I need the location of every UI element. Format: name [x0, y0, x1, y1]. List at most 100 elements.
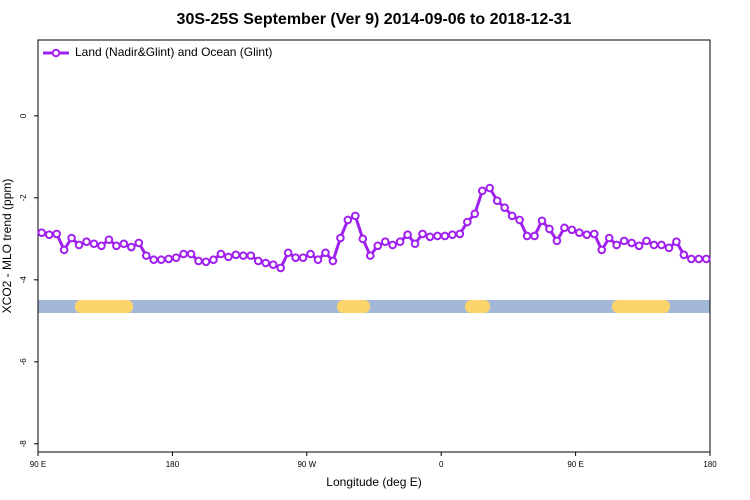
data-point — [82, 237, 91, 246]
data-point — [67, 233, 76, 243]
data-point — [492, 196, 502, 206]
land-band — [75, 300, 133, 313]
data-point — [619, 236, 629, 246]
data-point — [179, 249, 188, 259]
data-point — [380, 237, 390, 246]
data-point — [306, 249, 315, 259]
x-tick-label: 90 W — [297, 460, 316, 469]
data-point — [358, 234, 368, 244]
data-point — [328, 256, 338, 266]
data-point — [164, 254, 173, 264]
data-point — [627, 238, 636, 248]
data-point — [522, 231, 532, 241]
data-point — [239, 251, 248, 260]
data-point — [336, 233, 345, 243]
y-tick-label: -4 — [19, 276, 28, 284]
data-point — [186, 249, 196, 259]
data-point — [231, 250, 241, 260]
data-point — [201, 257, 211, 267]
y-tick-label: -8 — [19, 440, 28, 448]
land-band — [465, 300, 490, 313]
data-point — [127, 242, 136, 252]
data-point — [194, 256, 203, 266]
data-point — [515, 215, 524, 225]
data-point — [507, 211, 517, 221]
data-point — [433, 231, 442, 241]
y-tick-label: -2 — [19, 194, 28, 202]
data-point — [410, 239, 420, 249]
data-point — [604, 233, 614, 243]
data-point — [37, 228, 47, 237]
data-point — [403, 230, 412, 240]
y-axis-label: XCO2 - MLO trend (ppm) — [0, 179, 14, 314]
legend-label: Land (Nadir&Glint) and Ocean (Glint) — [75, 45, 272, 59]
x-axis-label: Longitude (deg E) — [326, 475, 421, 489]
data-point — [440, 231, 450, 241]
data-point — [418, 229, 427, 239]
data-point — [171, 253, 181, 262]
x-tick-label: 90 E — [30, 460, 46, 469]
x-tick-label: 0 — [439, 460, 444, 469]
data-point — [679, 250, 689, 260]
data-point — [97, 241, 106, 251]
data-point — [463, 217, 472, 227]
data-point — [291, 253, 300, 262]
data-point — [373, 241, 383, 251]
plot-frame — [37, 39, 711, 453]
data-point — [313, 255, 323, 265]
data-point — [500, 203, 509, 212]
y-tick-label: -6 — [19, 358, 28, 366]
data-point — [552, 236, 562, 246]
data-point — [694, 254, 704, 264]
data-point — [395, 237, 405, 246]
data-point — [545, 224, 554, 234]
ocean-band — [38, 300, 710, 313]
data-point — [261, 258, 271, 268]
data-point — [388, 240, 397, 250]
data-point — [455, 229, 465, 239]
y-tick-label: 0 — [19, 113, 28, 118]
x-tick-label: 180 — [703, 460, 717, 469]
data-point — [276, 263, 285, 273]
surface-band — [38, 300, 710, 313]
data-point — [112, 241, 121, 251]
data-point — [104, 235, 114, 244]
data-point — [216, 249, 226, 259]
land-band — [337, 300, 370, 313]
data-point — [156, 255, 166, 265]
x-tick-label: 90 E — [567, 460, 583, 469]
legend-marker — [51, 48, 61, 58]
data-point — [582, 230, 592, 240]
data-point — [664, 243, 674, 253]
data-point — [597, 245, 607, 255]
data-point — [701, 254, 711, 264]
data-point — [119, 239, 129, 249]
data-point — [246, 251, 256, 260]
data-point — [343, 215, 353, 225]
data-point — [283, 248, 293, 258]
data-point — [44, 230, 54, 240]
data-point — [141, 251, 151, 260]
data-point — [537, 216, 547, 226]
data-point — [672, 237, 681, 246]
land-band — [612, 300, 670, 313]
data-point — [477, 186, 487, 196]
data-point — [351, 211, 360, 221]
data-point — [642, 236, 651, 246]
data-point — [589, 229, 599, 239]
data-point — [268, 260, 278, 269]
data-point — [649, 240, 659, 250]
data-point — [560, 223, 569, 233]
data-point — [253, 256, 263, 266]
data-point — [134, 238, 144, 248]
data-point — [530, 231, 539, 241]
data-point — [567, 225, 577, 235]
data-point — [425, 232, 435, 242]
data-point — [89, 239, 99, 249]
data-point — [149, 255, 159, 265]
data-point — [209, 255, 218, 265]
data-point — [687, 254, 696, 264]
data-point — [470, 209, 480, 219]
data-point — [365, 251, 375, 260]
